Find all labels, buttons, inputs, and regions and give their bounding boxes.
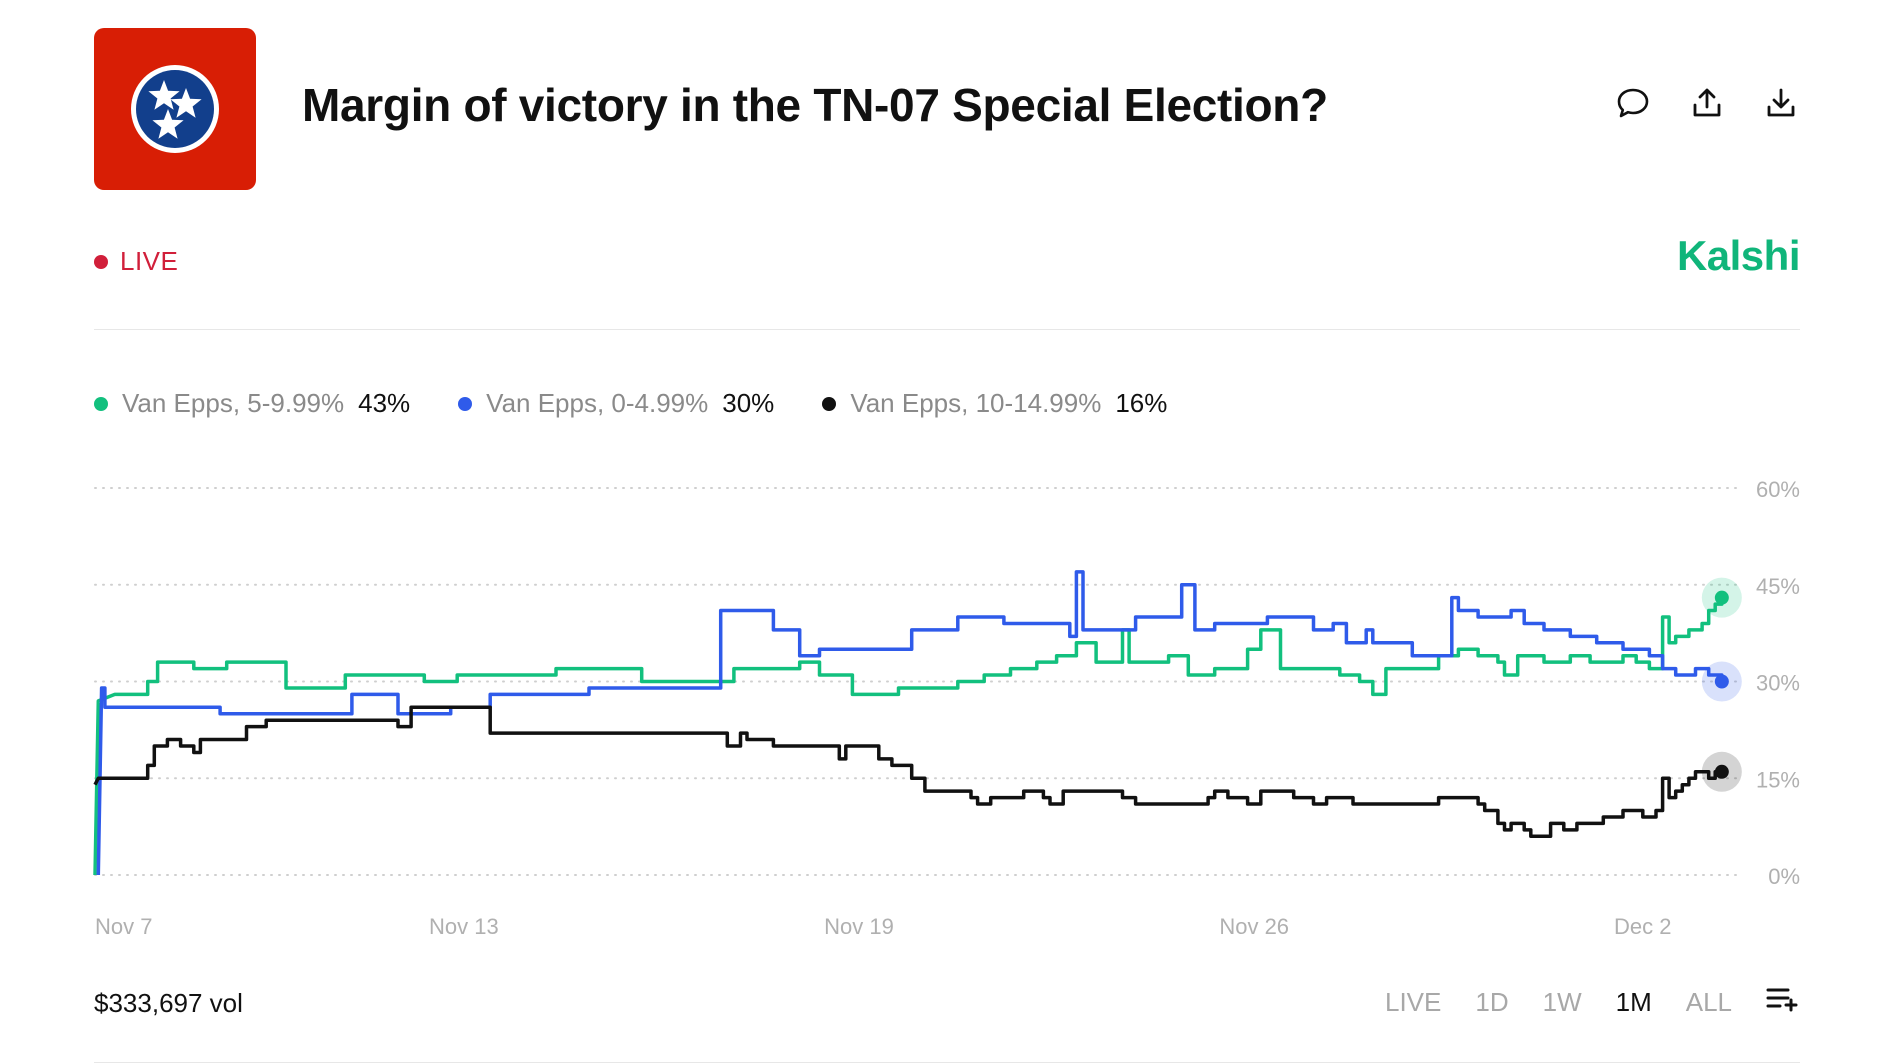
legend-value: 43% [358,388,411,418]
legend-dot-icon [822,396,837,411]
chart-legend: Van Epps, 5-9.99% 43% Van Epps, 0-4.99% … [94,388,1167,419]
legend-item[interactable]: Van Epps, 10-14.99% 16% [822,388,1167,419]
series-line [96,570,1724,876]
live-indicator: LIVE [94,246,178,277]
range-1d-button[interactable]: 1D [1475,987,1509,1017]
legend-value: 16% [1115,388,1168,418]
range-1m-button[interactable]: 1M [1615,987,1652,1017]
live-dot-icon [94,254,108,269]
live-label: LIVE [120,246,179,276]
x-tick-label: Nov 13 [429,914,499,939]
series-end-point [1714,590,1729,605]
legend-name: Van Epps, 0-4.99% [486,388,709,418]
playlist-add-icon[interactable] [1766,986,1800,1019]
x-tick-label: Nov 7 [95,914,152,939]
range-selector: LIVE 1D 1W 1M ALL [1385,986,1800,1019]
legend-name: Van Epps, 5-9.99% [122,388,345,418]
series-line [93,705,1722,839]
x-tick-label: Nov 19 [824,914,894,939]
legend-dot-icon [458,396,473,411]
range-live-button[interactable]: LIVE [1384,987,1442,1017]
flag-emblem [131,65,219,153]
legend-dot-icon [94,396,108,411]
share-icon[interactable] [1688,84,1726,122]
footer-divider [94,1062,1800,1063]
volume-label: $333,697 vol [94,988,243,1018]
y-tick-label: 0% [1768,864,1800,889]
range-1w-button[interactable]: 1W [1542,987,1582,1017]
y-tick-label: 15% [1756,767,1800,792]
header-divider [94,329,1800,330]
y-tick-label: 45% [1756,574,1800,599]
legend-name: Van Epps, 10-14.99% [850,388,1102,418]
legend-item[interactable]: Van Epps, 0-4.99% 30% [458,388,774,419]
legend-value: 30% [722,388,775,418]
series-line [93,597,1724,876]
header-actions [1614,84,1800,122]
series-end-point [1714,674,1729,689]
y-tick-label: 60% [1756,477,1800,502]
series-end-point [1714,764,1729,779]
comment-icon[interactable] [1614,84,1652,122]
page-title: Margin of victory in the TN-07 Special E… [302,79,1328,131]
x-tick-label: Nov 26 [1219,914,1289,939]
tennessee-flag-icon [94,28,256,190]
brand-logo[interactable]: Kalshi [1676,232,1801,279]
y-tick-label: 30% [1756,671,1800,696]
price-history-chart[interactable]: 60% 45% 30% 15% 0% Nov 7 Nov 13 Nov 19 Nov 26 Dec… [0,0,1880,960]
range-all-button[interactable]: ALL [1685,987,1732,1017]
x-tick-label: Dec 2 [1614,914,1671,939]
legend-item[interactable]: Van Epps, 5-9.99% 43% [94,388,410,419]
download-icon[interactable] [1762,84,1800,122]
